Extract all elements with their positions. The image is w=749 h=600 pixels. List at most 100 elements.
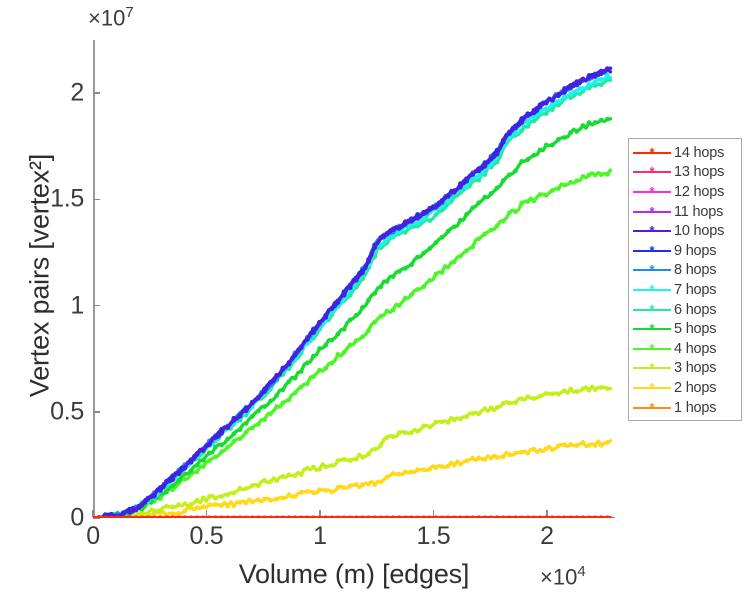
series-marker xyxy=(194,451,200,456)
series-marker xyxy=(292,473,298,478)
legend-item-10-hops[interactable]: * 10 hops xyxy=(629,221,741,241)
series-line xyxy=(93,77,613,518)
x-tick-label: 1 xyxy=(313,522,327,550)
series-marker xyxy=(274,515,280,518)
legend-line xyxy=(633,249,671,252)
series-marker xyxy=(458,461,463,467)
series-marker xyxy=(274,478,280,483)
legend-item-8-hops[interactable]: * 8 hops xyxy=(629,261,741,281)
series-marker xyxy=(464,414,469,419)
series-marker xyxy=(262,496,267,502)
series-marker xyxy=(433,419,439,425)
legend-line xyxy=(633,367,671,370)
series-marker xyxy=(507,515,512,518)
series-marker xyxy=(292,352,298,358)
series-marker xyxy=(347,483,353,489)
series-marker xyxy=(231,431,237,437)
series-marker xyxy=(464,184,469,189)
series-marker xyxy=(525,199,531,204)
series-marker xyxy=(500,401,506,406)
series-marker xyxy=(543,515,549,518)
series-marker xyxy=(580,123,586,128)
legend-item-7-hops[interactable]: * 7 hops xyxy=(629,280,741,300)
legend-item-4-hops[interactable]: * 4 hops xyxy=(629,339,741,359)
series-marker xyxy=(605,440,610,445)
series-marker xyxy=(323,365,329,371)
legend-item-13-hops[interactable]: * 13 hops xyxy=(629,163,741,183)
series-marker xyxy=(329,360,335,366)
legend-marker-star-icon: * xyxy=(649,262,655,278)
series-marker xyxy=(537,448,543,453)
series-marker xyxy=(592,387,598,393)
series-marker xyxy=(476,166,482,172)
series-marker xyxy=(556,91,561,97)
legend-item-1-hops[interactable]: * 1 hops xyxy=(629,398,741,418)
series-marker xyxy=(292,493,298,499)
series-marker xyxy=(568,84,574,90)
legend-item-2-hops[interactable]: * 2 hops xyxy=(629,378,741,398)
series-marker xyxy=(182,501,188,507)
series-marker xyxy=(231,490,237,496)
series-marker xyxy=(366,481,371,487)
series-marker xyxy=(574,515,580,518)
series-marker xyxy=(311,490,316,496)
series-marker xyxy=(353,277,359,283)
legend-label: 13 hops xyxy=(674,164,725,181)
series-marker xyxy=(360,334,365,340)
legend-item-5-hops[interactable]: * 5 hops xyxy=(629,319,741,339)
series-marker xyxy=(494,515,500,518)
series-marker xyxy=(464,458,469,464)
legend-item-11-hops[interactable]: * 11 hops xyxy=(629,202,741,222)
series-marker xyxy=(323,488,329,493)
series-marker xyxy=(262,515,267,518)
series-marker xyxy=(451,417,457,423)
legend-item-14-hops[interactable]: * 14 hops xyxy=(629,143,741,163)
legend-marker-star-icon: * xyxy=(649,164,655,180)
series-marker xyxy=(243,429,249,435)
series-marker xyxy=(170,483,176,489)
series-marker xyxy=(323,342,329,348)
series-marker xyxy=(549,97,555,103)
series-marker xyxy=(531,396,537,401)
series-marker xyxy=(543,111,549,116)
series-marker xyxy=(402,295,408,301)
series-marker xyxy=(458,217,463,223)
series-marker xyxy=(231,417,237,423)
series-marker xyxy=(323,464,329,470)
series-marker xyxy=(353,515,359,518)
series-marker xyxy=(157,507,163,513)
legend-sample-swatch: * xyxy=(633,146,671,159)
series-marker xyxy=(372,243,378,248)
legend-sample-swatch: * xyxy=(633,242,671,258)
series-marker xyxy=(549,188,555,193)
series-marker xyxy=(304,465,310,471)
series-marker xyxy=(188,515,194,518)
series-marker xyxy=(482,231,488,237)
series-marker xyxy=(537,393,543,399)
series-marker xyxy=(427,278,433,283)
series-marker xyxy=(556,99,561,104)
legend-box[interactable]: * 14 hops * 13 hops * 12 hops * 11 hops * 10 hops… xyxy=(628,138,742,421)
legend-item-6-hops[interactable]: * 6 hops xyxy=(629,300,741,320)
series-marker xyxy=(488,191,494,197)
series-marker xyxy=(519,119,525,125)
legend-sample-swatch: * xyxy=(633,361,671,374)
series-marker xyxy=(286,515,292,518)
series-marker xyxy=(427,466,433,472)
legend-item-3-hops[interactable]: * 3 hops xyxy=(629,359,741,379)
series-marker xyxy=(360,270,365,276)
legend-item-12-hops[interactable]: * 12 hops xyxy=(629,182,741,202)
legend-marker-star-icon: * xyxy=(649,242,655,258)
series-marker xyxy=(470,515,476,518)
legend-item-9-hops[interactable]: * 9 hops xyxy=(629,241,741,261)
series-marker xyxy=(476,200,482,206)
series-marker xyxy=(378,479,384,485)
series-marker xyxy=(507,210,512,216)
series-marker xyxy=(225,444,231,450)
series-marker xyxy=(237,436,243,442)
series-marker xyxy=(237,485,243,491)
series-marker xyxy=(353,338,359,343)
series-marker xyxy=(286,379,292,385)
series-marker xyxy=(200,515,206,518)
legend-label: 2 hops xyxy=(674,379,717,396)
